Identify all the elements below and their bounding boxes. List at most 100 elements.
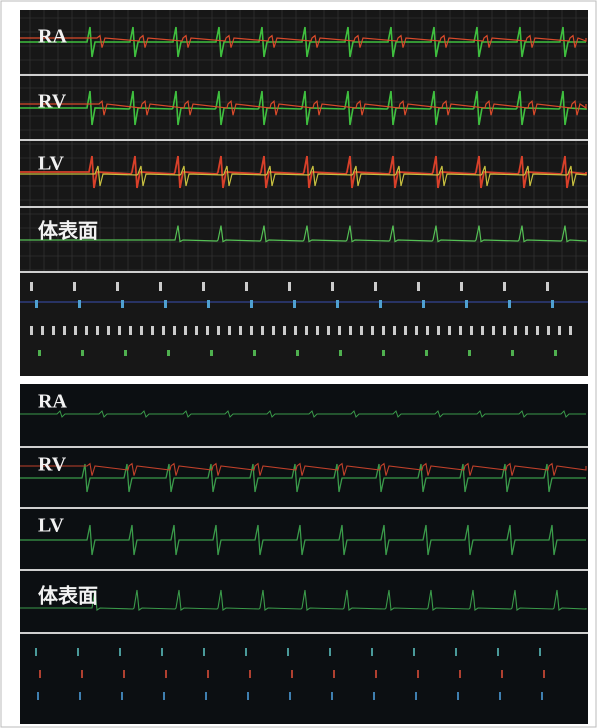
marker <box>415 692 417 700</box>
marker <box>331 282 334 291</box>
marker <box>437 326 440 335</box>
marker <box>52 326 55 335</box>
marker <box>207 670 209 678</box>
marker <box>551 300 554 308</box>
marker <box>202 282 205 291</box>
marker <box>296 350 299 356</box>
marker <box>541 692 543 700</box>
marker <box>228 326 231 335</box>
marker <box>250 300 253 308</box>
marker <box>374 282 377 291</box>
panel-top <box>20 10 588 376</box>
marker <box>569 326 572 335</box>
marker <box>543 670 545 678</box>
marker <box>417 282 420 291</box>
marker <box>79 692 81 700</box>
marker <box>546 282 549 291</box>
marker <box>140 326 143 335</box>
marker <box>404 326 407 335</box>
marker <box>173 326 176 335</box>
marker <box>327 326 330 335</box>
marker <box>291 670 293 678</box>
marker <box>525 326 528 335</box>
marker <box>497 648 499 656</box>
marker <box>360 326 363 335</box>
page: {"panels": [ {"channels": [{"label": "RA… <box>0 0 597 728</box>
marker <box>393 326 396 335</box>
marker <box>245 282 248 291</box>
marker <box>382 350 385 356</box>
marker <box>165 670 167 678</box>
marker <box>514 326 517 335</box>
marker <box>151 326 154 335</box>
marker <box>336 300 339 308</box>
marker <box>250 326 253 335</box>
marker <box>167 350 170 356</box>
channel-label: RA <box>38 26 67 48</box>
channel-label: RV <box>38 91 67 113</box>
marker <box>413 648 415 656</box>
marker <box>425 350 428 356</box>
marker <box>119 648 121 656</box>
marker <box>382 326 385 335</box>
marker <box>206 326 209 335</box>
figure: RA RV LV 体表面 RA RV LV 体表面 <box>0 0 597 728</box>
marker <box>81 670 83 678</box>
marker <box>195 326 198 335</box>
marker <box>465 300 468 308</box>
marker <box>249 670 251 678</box>
marker <box>470 326 473 335</box>
marker <box>245 648 247 656</box>
marker <box>457 692 459 700</box>
marker <box>247 692 249 700</box>
marker <box>448 326 451 335</box>
marker <box>468 350 471 356</box>
marker <box>460 282 463 291</box>
marker <box>481 326 484 335</box>
marker <box>272 326 275 335</box>
channel-label: LV <box>38 153 65 175</box>
marker <box>239 326 242 335</box>
marker <box>459 670 461 678</box>
marker <box>77 648 79 656</box>
marker <box>288 282 291 291</box>
marker <box>124 350 127 356</box>
marker <box>118 326 121 335</box>
marker <box>499 692 501 700</box>
marker <box>107 326 110 335</box>
marker <box>164 300 167 308</box>
channel-label: RA <box>38 391 67 413</box>
marker <box>30 282 33 291</box>
marker <box>331 692 333 700</box>
marker <box>547 326 550 335</box>
channel-label: LV <box>38 515 65 537</box>
marker <box>333 670 335 678</box>
marker <box>511 350 514 356</box>
marker <box>96 326 99 335</box>
marker <box>121 300 124 308</box>
marker <box>503 326 506 335</box>
marker <box>162 326 165 335</box>
marker <box>63 326 66 335</box>
channel-label: RV <box>38 454 67 476</box>
marker <box>210 350 213 356</box>
marker <box>35 648 37 656</box>
marker <box>121 692 123 700</box>
marker <box>205 692 207 700</box>
marker <box>41 326 44 335</box>
marker <box>81 350 84 356</box>
marker <box>371 648 373 656</box>
marker <box>536 326 539 335</box>
marker <box>37 692 39 700</box>
channel-label: 体表面 <box>38 219 98 243</box>
marker <box>116 282 119 291</box>
marker <box>338 326 341 335</box>
marker <box>39 670 41 678</box>
marker <box>371 326 374 335</box>
marker <box>217 326 220 335</box>
marker <box>305 326 308 335</box>
marker <box>78 300 81 308</box>
marker <box>417 670 419 678</box>
marker <box>316 326 319 335</box>
marker <box>38 350 41 356</box>
